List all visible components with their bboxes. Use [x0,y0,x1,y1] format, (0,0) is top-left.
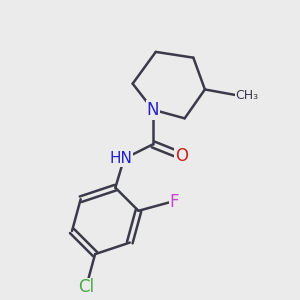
Text: O: O [175,147,188,165]
Text: CH₃: CH₃ [235,89,258,102]
Text: HN: HN [110,151,133,166]
Text: F: F [170,193,179,211]
Text: Cl: Cl [78,278,94,296]
Text: N: N [147,101,159,119]
